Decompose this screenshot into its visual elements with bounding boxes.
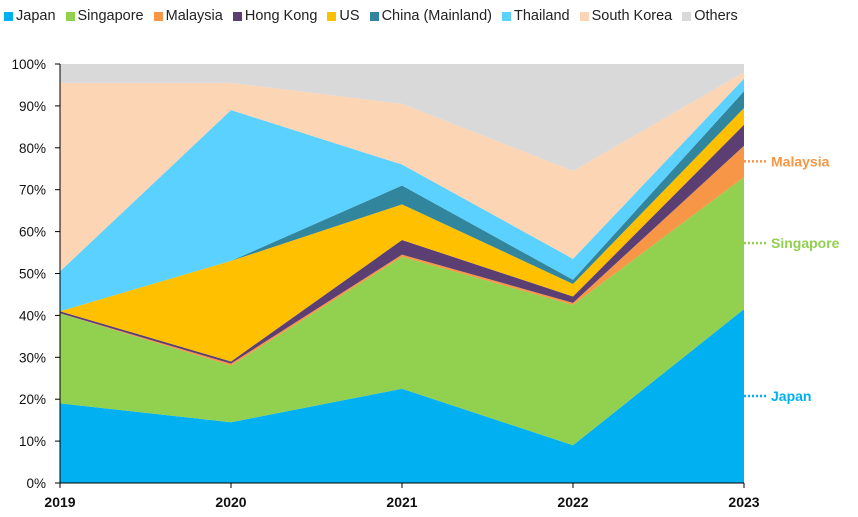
y-tick-label: 70% bbox=[19, 183, 46, 198]
legend-label: Singapore bbox=[77, 8, 144, 24]
area-japan bbox=[60, 309, 744, 483]
callout-label-japan: Japan bbox=[771, 388, 811, 404]
legend-item-thailand: Thailand bbox=[501, 8, 570, 24]
legend-swatch bbox=[682, 11, 692, 21]
callout-label-singapore: Singapore bbox=[771, 235, 840, 251]
area-us bbox=[60, 108, 744, 362]
legend-item-china-mainland: China (Mainland) bbox=[369, 8, 492, 24]
x-tick-label: 2019 bbox=[44, 494, 75, 510]
area-malaysia bbox=[60, 145, 744, 366]
y-tick-label: 30% bbox=[19, 350, 46, 365]
legend-swatch bbox=[327, 11, 337, 21]
y-tick-label: 80% bbox=[19, 141, 46, 156]
legend-label: Malaysia bbox=[165, 8, 223, 24]
area-singapore bbox=[60, 177, 744, 446]
area-south-korea bbox=[60, 72, 744, 272]
area-thailand bbox=[60, 78, 744, 312]
legend-label: South Korea bbox=[591, 8, 673, 24]
legend-label: Japan bbox=[16, 8, 56, 24]
x-tick-label: 2022 bbox=[557, 494, 588, 510]
area-china-mainland bbox=[60, 91, 744, 312]
legend-label: China (Mainland) bbox=[381, 8, 492, 24]
y-tick-label: 100% bbox=[11, 57, 46, 72]
legend-item-hong-kong: Hong Kong bbox=[232, 8, 318, 24]
legend-label: US bbox=[339, 8, 360, 24]
legend-swatch bbox=[369, 11, 379, 21]
y-tick-label: 40% bbox=[19, 308, 46, 323]
chart-legend: Japan Singapore Malaysia Hong Kong US China (… bbox=[4, 8, 738, 24]
x-tick-label: 2021 bbox=[386, 494, 417, 510]
area-others bbox=[60, 64, 744, 171]
legend-label: Thailand bbox=[513, 8, 570, 24]
callouts: Malaysia Singapore Japan bbox=[744, 153, 840, 404]
y-tick-label: 90% bbox=[19, 99, 46, 114]
y-tick-label: 0% bbox=[26, 476, 46, 491]
y-tick-label: 20% bbox=[19, 392, 46, 407]
y-tick-label: 50% bbox=[19, 267, 46, 282]
area-hong-kong bbox=[60, 124, 744, 364]
legend-item-us: US bbox=[327, 8, 360, 24]
callout-label-malaysia: Malaysia bbox=[771, 153, 830, 169]
axes: 0% 10% 20% 30% 40% 50% 60% 70% 80% 90% 100% 2019 202… bbox=[11, 57, 759, 510]
legend-item-singapore: Singapore bbox=[65, 8, 144, 24]
legend-item-malaysia: Malaysia bbox=[153, 8, 223, 24]
legend-swatch bbox=[232, 11, 242, 21]
legend-label: Hong Kong bbox=[244, 8, 318, 24]
x-tick-label: 2020 bbox=[215, 494, 246, 510]
legend-label: Others bbox=[694, 8, 738, 24]
y-tick-label: 60% bbox=[19, 225, 46, 240]
legend-swatch bbox=[579, 11, 589, 21]
x-tick-label: 2023 bbox=[728, 494, 759, 510]
legend-item-others: Others bbox=[682, 8, 738, 24]
legend-item-south-korea: South Korea bbox=[579, 8, 673, 24]
legend-swatch bbox=[501, 11, 511, 21]
legend-swatch bbox=[153, 11, 163, 21]
legend-swatch bbox=[65, 11, 75, 21]
y-tick-label: 10% bbox=[19, 434, 46, 449]
legend-item-japan: Japan bbox=[4, 8, 56, 24]
area-layers bbox=[60, 64, 744, 483]
legend-swatch bbox=[4, 11, 13, 21]
